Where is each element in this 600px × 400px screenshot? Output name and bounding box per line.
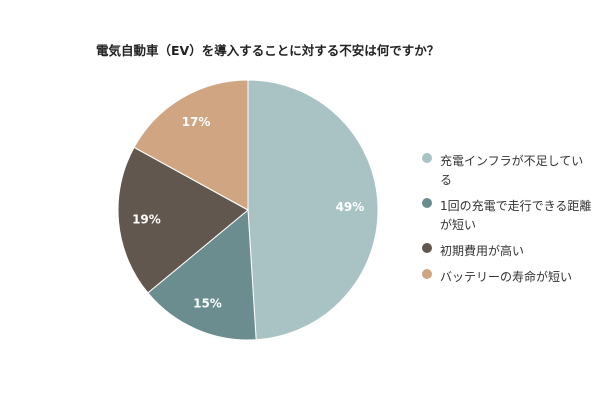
legend-label: 充電インフラが不足している: [440, 154, 584, 187]
legend-swatch: [422, 153, 432, 163]
legend-swatch: [422, 269, 432, 279]
pie-slice-battery[interactable]: [133, 79, 249, 211]
slice-label-range: 15%: [193, 297, 222, 311]
legend-label: バッテリーの寿命が短い: [440, 270, 573, 284]
legend-item-cost[interactable]: 初期費用が高い: [422, 240, 594, 259]
slice-label-battery: 17%: [182, 115, 211, 129]
legend-swatch: [422, 243, 432, 253]
legend-swatch: [422, 198, 432, 208]
legend: 充電インフラが不足している 1回の充電で走行できる距離が短い 初期費用が高い バ…: [422, 150, 594, 292]
chart-title: 電気自動車（EV）を導入することに対する不安は何ですか？: [96, 43, 440, 58]
pie-slice-cost[interactable]: [117, 146, 249, 294]
legend-item-infrastructure[interactable]: 充電インフラが不足している: [422, 150, 594, 188]
legend-label: 1回の充電で走行できる距離が短い: [440, 199, 592, 232]
slice-label-infrastructure: 49%: [336, 200, 365, 214]
legend-item-range[interactable]: 1回の充電で走行できる距離が短い: [422, 195, 594, 233]
legend-item-battery[interactable]: バッテリーの寿命が短い: [422, 266, 594, 285]
legend-label: 初期費用が高い: [440, 244, 525, 258]
pie-slice-range[interactable]: [147, 208, 257, 341]
slice-label-cost: 19%: [132, 213, 161, 227]
pie-slice-infrastructure[interactable]: [247, 79, 379, 341]
